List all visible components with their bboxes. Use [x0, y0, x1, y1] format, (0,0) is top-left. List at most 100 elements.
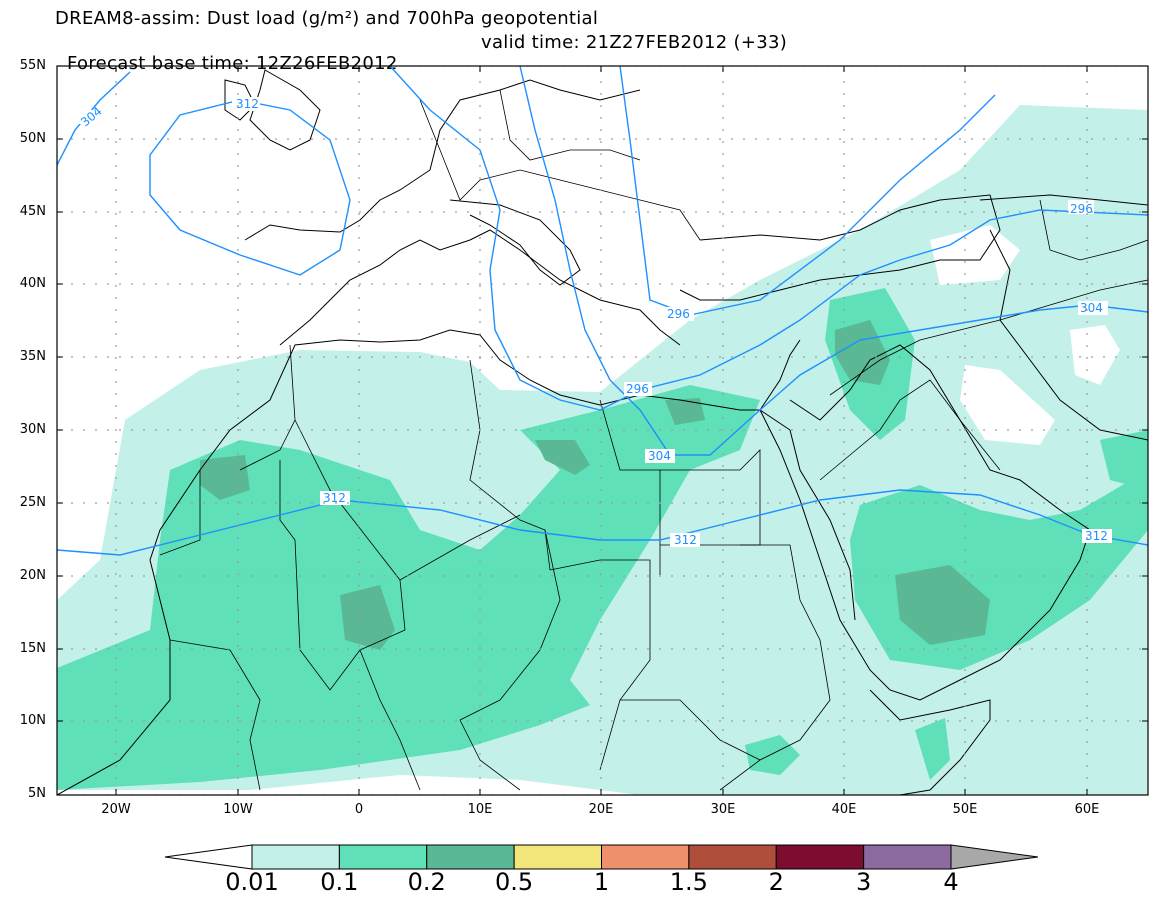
grid-dot — [803, 429, 805, 431]
grid-dot — [887, 138, 889, 140]
grid-dot — [358, 573, 360, 575]
grid-dot — [600, 333, 602, 335]
contour-304-center — [519, 66, 1148, 456]
grid-dots — [59, 66, 1141, 795]
grid-dot — [491, 138, 493, 140]
grid-dot — [731, 648, 733, 650]
grid-dot — [1086, 93, 1088, 95]
grid-dot — [1031, 648, 1033, 650]
grid-dot — [237, 453, 239, 455]
grid-dot — [1115, 211, 1117, 213]
grid-dot — [131, 429, 133, 431]
grid-dot — [237, 633, 239, 635]
grid-dot — [1055, 429, 1057, 431]
grid-dot — [167, 356, 169, 358]
grid-dot — [707, 429, 709, 431]
grid-dot — [155, 283, 157, 285]
grid-dot — [358, 273, 360, 275]
grid-dot — [743, 575, 745, 577]
contour-label-296-east: 296 — [1070, 202, 1093, 216]
grid-dot — [964, 693, 966, 695]
grid-dot — [503, 356, 505, 358]
grid-dot — [587, 429, 589, 431]
grid-dot — [358, 681, 360, 683]
grid-dot — [827, 720, 829, 722]
grid-dot — [1139, 356, 1141, 358]
grid-dot — [611, 211, 613, 213]
grid-dot — [371, 502, 373, 504]
grid-dot — [600, 489, 602, 491]
grid-dot — [600, 609, 602, 611]
grid-dot — [719, 211, 721, 213]
grid-dot — [600, 753, 602, 755]
grid-dot — [947, 429, 949, 431]
grid-dot — [479, 453, 481, 455]
grid-dot — [563, 356, 565, 358]
grid-dot — [115, 153, 117, 155]
lon-label: 50E — [952, 802, 978, 817]
grid-dot — [600, 189, 602, 191]
grid-dot — [479, 681, 481, 683]
grid-dot — [722, 273, 724, 275]
grid-dot — [115, 225, 117, 227]
grid-dot — [875, 211, 877, 213]
grid-dot — [539, 648, 541, 650]
grid-dot — [899, 211, 901, 213]
grid-dot — [1086, 309, 1088, 311]
grid-dot — [143, 211, 145, 213]
grid-dot — [722, 693, 724, 695]
grid-dot — [1031, 138, 1033, 140]
grid-dot — [995, 648, 997, 650]
grid-dot — [358, 105, 360, 107]
grid-dot — [95, 283, 97, 285]
grid-dot — [358, 753, 360, 755]
grid-dot — [467, 429, 469, 431]
grid-dot — [227, 429, 229, 431]
grid-dot — [358, 453, 360, 455]
grid-dot — [683, 648, 685, 650]
grid-dot — [600, 117, 602, 119]
grid-dot — [527, 575, 529, 577]
grid-dot — [695, 283, 697, 285]
grid-dot — [600, 129, 602, 131]
grid-dot — [479, 93, 481, 95]
grid-dot — [947, 356, 949, 358]
grid-dot — [131, 211, 133, 213]
grid-dot — [239, 138, 241, 140]
grid-dot — [237, 105, 239, 107]
grid-dot — [179, 356, 181, 358]
grid-dot — [479, 249, 481, 251]
grid-dot — [635, 356, 637, 358]
grid-dot — [843, 537, 845, 539]
grid-dot — [1086, 369, 1088, 371]
grid-dot — [722, 573, 724, 575]
grid-dot — [923, 575, 925, 577]
grid-dot — [95, 720, 97, 722]
grid-dot — [863, 356, 865, 358]
grid-dot — [227, 720, 229, 722]
grid-dot — [479, 201, 481, 203]
grid-dot — [695, 720, 697, 722]
grid-dot — [237, 669, 239, 671]
grid-dot — [107, 575, 109, 577]
grid-dot — [695, 648, 697, 650]
grid-dot — [358, 117, 360, 119]
grid-dot — [600, 321, 602, 323]
contour-312-west — [57, 489, 1148, 556]
grid-dot — [239, 356, 241, 358]
grid-dot — [83, 283, 85, 285]
grid-dot — [479, 393, 481, 395]
grid-dot — [287, 138, 289, 140]
grid-dot — [527, 211, 529, 213]
grid-dot — [287, 211, 289, 213]
grid-dot — [179, 429, 181, 431]
grid-dot — [1067, 720, 1069, 722]
grid-dot — [479, 189, 481, 191]
grid-dot — [467, 575, 469, 577]
grid-dot — [600, 261, 602, 263]
grid-dot — [839, 138, 841, 140]
grid-dot — [1091, 211, 1093, 213]
grid-dot — [611, 138, 613, 140]
grid-dot — [237, 285, 239, 287]
grid-dot — [722, 225, 724, 227]
